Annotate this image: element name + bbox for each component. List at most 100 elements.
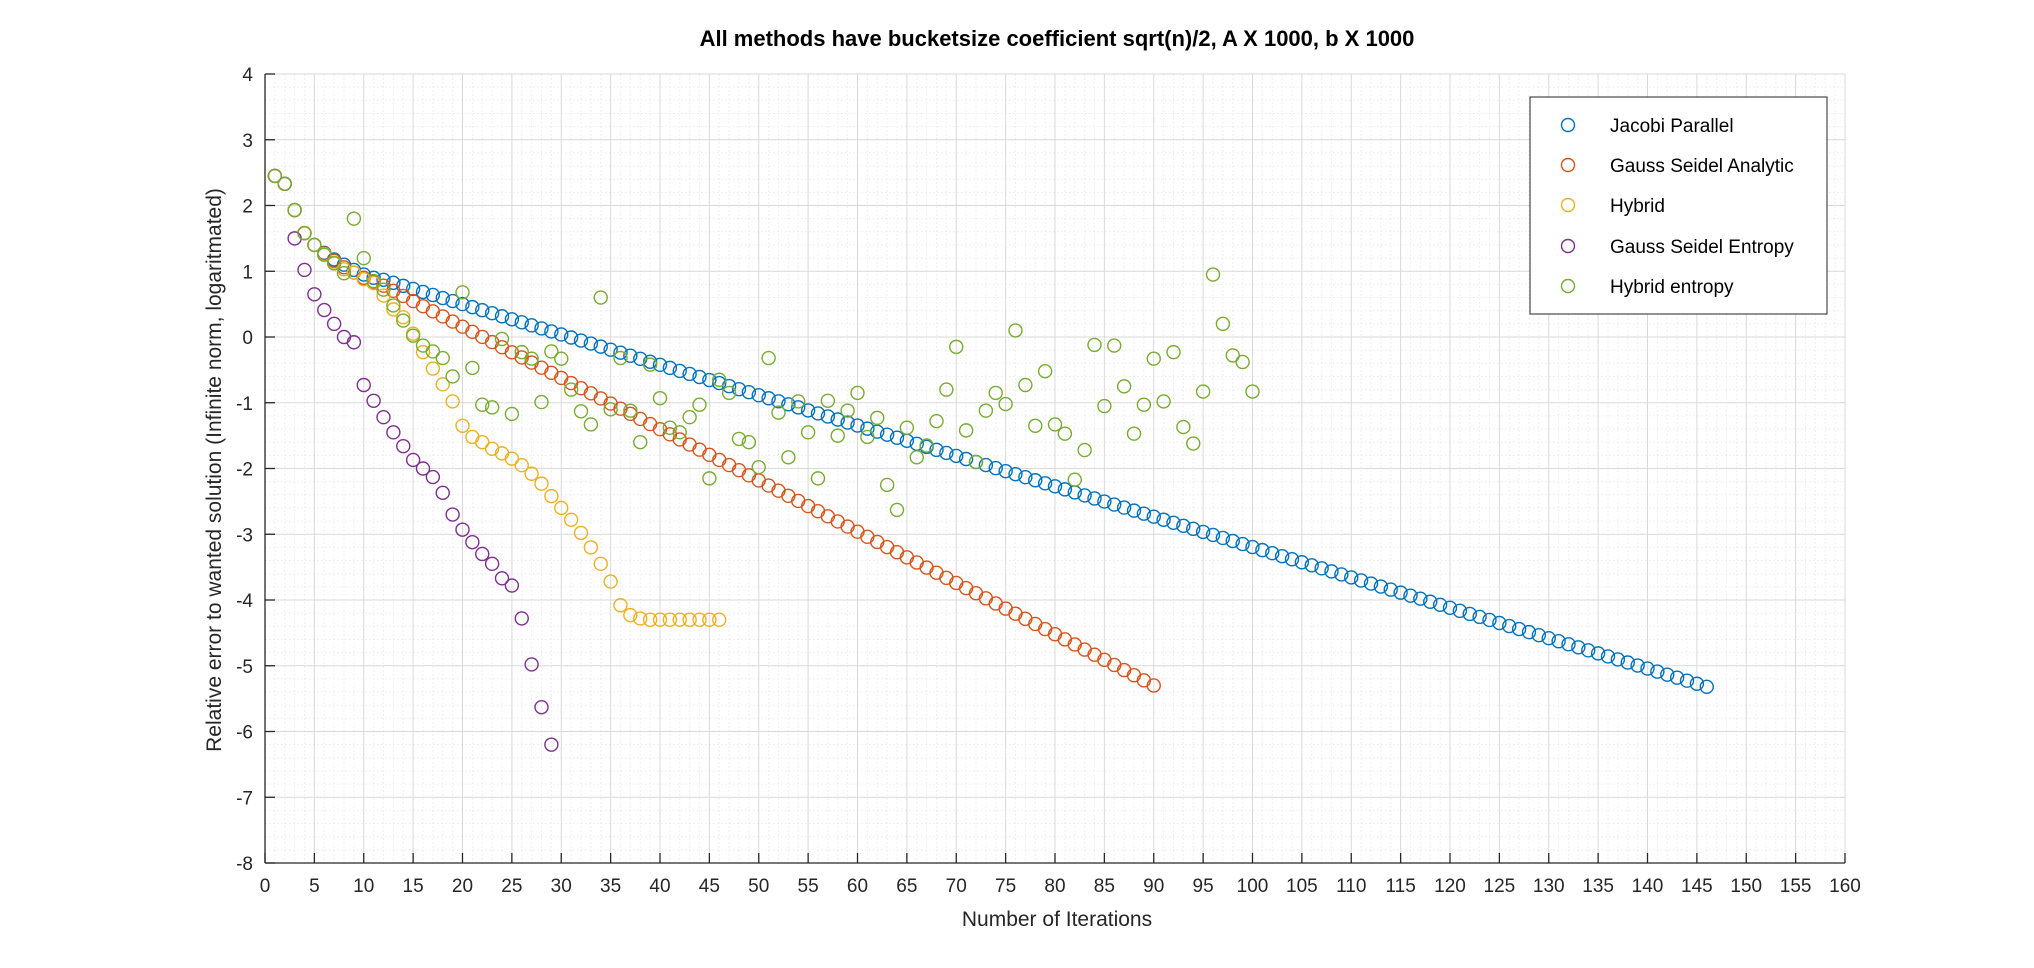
data-point-hybrid-entropy [1077, 442, 1092, 458]
data-point-hybrid [613, 598, 628, 613]
data-point-hybrid-entropy [1047, 417, 1063, 432]
data-point-jacobi-parallel [435, 290, 450, 306]
data-point-hybrid-entropy [1028, 418, 1043, 433]
data-point-hybrid-entropy [929, 413, 944, 429]
data-point-jacobi-parallel [781, 397, 796, 412]
data-point-jacobi-parallel [1057, 482, 1073, 497]
x-tick-label: 50 [748, 876, 769, 897]
data-point-jacobi-parallel [1521, 624, 1537, 640]
data-point-jacobi-parallel [1669, 670, 1685, 685]
data-point-jacobi-parallel [672, 363, 687, 379]
data-point-jacobi-parallel [1393, 585, 1408, 600]
data-point-jacobi-parallel [356, 267, 371, 282]
data-point-jacobi-parallel [1423, 594, 1438, 609]
x-tick-label: 80 [1044, 876, 1065, 897]
x-tick-label: 135 [1582, 876, 1614, 897]
data-point-hybrid-entropy [484, 400, 500, 415]
data-point-jacobi-parallel [1344, 570, 1359, 585]
x-tick-label: 0 [260, 876, 271, 897]
x-tick-label: 5 [309, 876, 320, 897]
data-point-hybrid-entropy [1126, 426, 1142, 441]
data-point-jacobi-parallel [791, 400, 806, 415]
data-point-jacobi-parallel [524, 318, 539, 333]
data-point-hybrid-entropy [978, 403, 994, 418]
data-point-jacobi-parallel [1571, 640, 1586, 655]
data-point-gauss-seidel-entropy [484, 556, 500, 572]
data-point-hybrid-entropy [573, 404, 589, 419]
data-point-jacobi-parallel [1205, 527, 1221, 543]
data-point-jacobi-parallel [1018, 470, 1033, 485]
data-point-hybrid-entropy [1057, 426, 1073, 441]
x-tick-label: 145 [1681, 876, 1713, 897]
data-point-jacobi-parallel [1028, 473, 1043, 488]
data-point-hybrid [415, 344, 431, 360]
data-point-gauss-seidel-entropy [475, 546, 490, 562]
data-point-jacobi-parallel [1116, 500, 1132, 515]
data-point-jacobi-parallel [1630, 658, 1645, 673]
data-point-jacobi-parallel [682, 366, 697, 382]
data-point-jacobi-parallel [1146, 509, 1161, 524]
data-point-jacobi-parallel [889, 430, 905, 445]
data-point-hybrid [633, 611, 648, 626]
data-point-jacobi-parallel [761, 391, 776, 406]
data-point-gauss-seidel-entropy [544, 737, 559, 752]
data-point-hybrid-entropy [1037, 363, 1053, 379]
x-tick-label: 110 [1336, 876, 1366, 897]
data-point-hybrid [455, 418, 470, 433]
data-point-jacobi-parallel [800, 403, 816, 418]
data-point-hybrid-entropy [326, 256, 342, 271]
data-point-hybrid-entropy [1176, 419, 1191, 435]
data-point-jacobi-parallel [1551, 634, 1566, 649]
data-point-jacobi-parallel [1472, 609, 1487, 625]
data-point-gauss-seidel-entropy [465, 534, 480, 550]
data-point-hybrid-entropy [840, 403, 855, 418]
data-point-hybrid-entropy [998, 396, 1013, 412]
data-point-jacobi-parallel [1462, 606, 1477, 622]
data-point-gauss-seidel-entropy [396, 438, 411, 454]
data-point-jacobi-parallel [415, 284, 431, 300]
data-point-hybrid [484, 441, 500, 456]
data-point-hybrid-entropy [346, 211, 362, 226]
data-point-jacobi-parallel [1581, 643, 1596, 658]
x-axis-label: Number of Iterations [962, 908, 1152, 931]
data-point-hybrid-entropy [919, 438, 934, 453]
data-point-hybrid-entropy [425, 344, 441, 359]
data-point-jacobi-parallel [573, 333, 589, 348]
legend-box [1529, 96, 1828, 315]
data-point-gauss-seidel-analytic [1146, 678, 1161, 693]
data-point-hybrid-entropy [1166, 344, 1181, 360]
data-point-jacobi-parallel [1541, 630, 1556, 646]
tick-labels: 0 5 10 15 20 25 30 35 40 45 50 55 60 65 70 75 80 85 90 95 10… [236, 65, 1861, 897]
data-point-hybrid-entropy [662, 420, 678, 435]
data-point-hybrid-entropy [939, 382, 954, 397]
data-point-gauss-seidel-entropy [317, 302, 332, 318]
data-point-hybrid-entropy [1205, 267, 1221, 282]
data-point-gauss-seidel-entropy [346, 335, 362, 350]
data-point-jacobi-parallel [652, 357, 668, 373]
data-point-jacobi-parallel [1314, 561, 1329, 576]
data-point-hybrid [642, 612, 658, 627]
x-tick-label: 155 [1780, 876, 1812, 897]
data-point-jacobi-parallel [731, 381, 747, 397]
data-point-jacobi-parallel [830, 412, 845, 427]
data-point-jacobi-parallel [386, 275, 401, 291]
data-point-jacobi-parallel [1660, 667, 1675, 682]
data-point-hybrid [425, 361, 441, 376]
data-point-hybrid-entropy [563, 382, 579, 397]
data-point-jacobi-parallel [1225, 533, 1240, 549]
y-tick-label: 4 [242, 65, 253, 86]
data-point-hybrid-entropy [1097, 398, 1112, 414]
plot-markers [267, 168, 1714, 752]
data-point-jacobi-parallel [1265, 545, 1280, 561]
x-tick-label: 100 [1237, 876, 1269, 897]
data-point-hybrid [682, 612, 697, 627]
data-point-jacobi-parallel [751, 388, 766, 403]
x-tick-label: 25 [501, 876, 522, 897]
data-point-hybrid-entropy [731, 431, 747, 447]
y-tick-label: 1 [242, 262, 253, 283]
data-point-hybrid [396, 310, 411, 325]
data-point-jacobi-parallel [593, 339, 608, 354]
data-point-hybrid [583, 540, 599, 555]
data-point-jacobi-parallel [1294, 555, 1310, 570]
data-point-hybrid-entropy [682, 410, 697, 425]
